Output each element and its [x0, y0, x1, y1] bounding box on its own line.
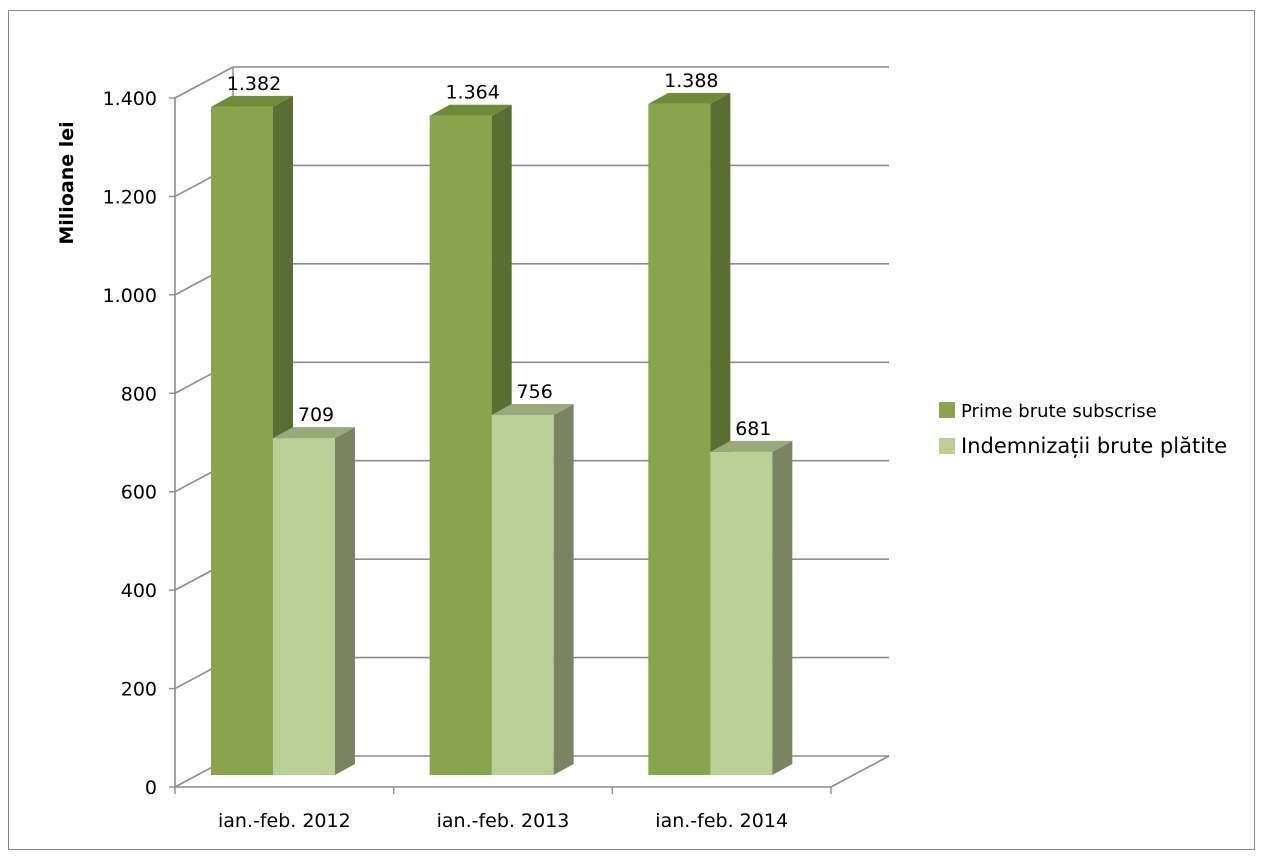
y-tick-label: 200 [121, 679, 157, 701]
data-label: 1.382 [227, 73, 281, 95]
y-tick-labels: 0 200 400 600 800 1.000 1.200 1.400 [103, 88, 157, 799]
legend-label: Prime brute subscrise [961, 401, 1157, 422]
bar-top [429, 104, 512, 116]
bar-top [710, 440, 793, 452]
bar-front [211, 106, 273, 775]
floor-right-edge [830, 755, 890, 788]
axes [169, 97, 832, 794]
bar-chart: 0 200 400 600 800 1.000 1.200 1.400 ian.-feb. 2… [56, 66, 1227, 832]
data-label: 1.388 [664, 70, 718, 92]
y-tick-label: 1.000 [103, 285, 157, 307]
bar-side [553, 403, 574, 775]
y-tick-label: 600 [121, 482, 157, 504]
x-tick-label: ian.-feb. 2012 [218, 810, 351, 832]
chart-frame: 0 200 400 600 800 1.000 1.200 1.400 ian.-feb. 2… [8, 10, 1255, 850]
legend-swatch [939, 438, 955, 454]
y-tick-label: 1.400 [103, 88, 157, 110]
y-axis-label: Milioane lei [56, 121, 78, 244]
bars [211, 92, 793, 776]
bar-front [273, 438, 335, 775]
bar-side [335, 427, 355, 775]
bar-front [710, 451, 773, 775]
bar-top [491, 403, 574, 415]
bar-top [648, 92, 731, 104]
legend-swatch [939, 402, 955, 418]
y-tick-label: 800 [121, 383, 157, 405]
gridline-diagonal [174, 66, 234, 99]
bar-front [491, 414, 554, 775]
x-tick-label: ian.-feb. 2014 [655, 810, 788, 832]
y-tick-label: 400 [121, 580, 157, 602]
bar-top [211, 95, 293, 107]
data-label: 681 [735, 418, 771, 440]
bar-front [429, 115, 492, 775]
x-tick-labels: ian.-feb. 2012 ian.-feb. 2013 ian.-feb. 20… [218, 810, 788, 832]
y-tick-label: 0 [145, 777, 157, 799]
x-tick-label: ian.-feb. 2013 [437, 810, 570, 832]
bar-front [648, 103, 711, 776]
legend-label: Indemnizații brute plătite [961, 434, 1227, 458]
data-label: 756 [517, 381, 553, 403]
data-labels: 1.382 709 1.364 756 1.388 681 [227, 70, 772, 440]
bar-top [273, 427, 355, 439]
legend: Prime brute subscrise Indemnizații brute … [939, 401, 1227, 458]
data-label: 1.364 [445, 82, 499, 104]
bar-side [772, 440, 793, 775]
y-tick-label: 1.200 [103, 186, 157, 208]
data-label: 709 [298, 404, 334, 426]
